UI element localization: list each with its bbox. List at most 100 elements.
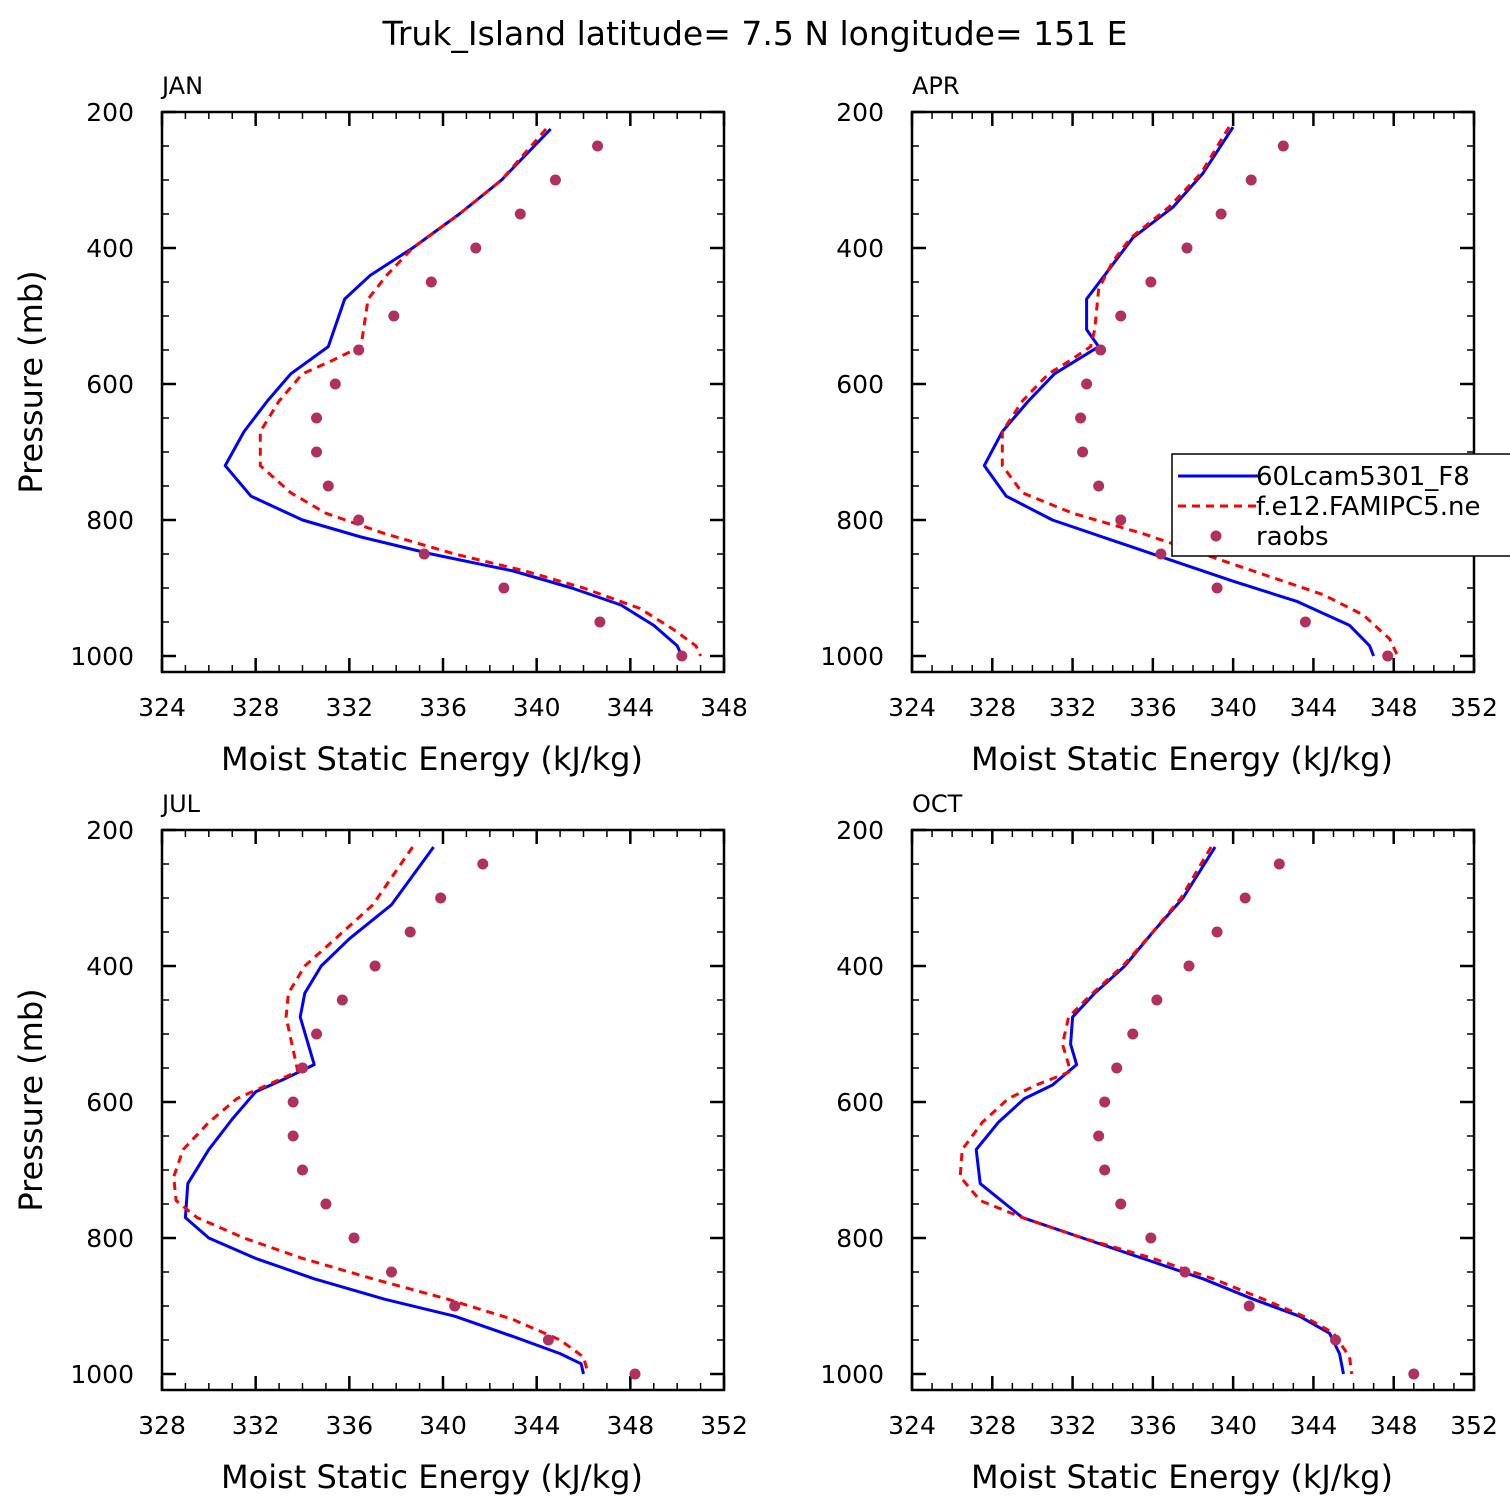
raobs-point <box>1277 140 1289 152</box>
raobs-point <box>1408 1368 1420 1380</box>
x-tick-label: 340 <box>1209 693 1257 722</box>
y-tick-label: 200 <box>86 816 134 845</box>
y-axis-label: Pressure (mb) <box>12 270 50 493</box>
plot-frame <box>910 110 1476 674</box>
raobs-point <box>477 858 489 870</box>
x-tick-label: 348 <box>1370 1411 1418 1440</box>
panel-title: JAN <box>160 72 203 100</box>
panel-title: JUL <box>160 790 201 818</box>
y-tick-label: 400 <box>836 952 884 981</box>
raobs-point <box>449 1300 461 1312</box>
plot-frame <box>160 110 726 674</box>
series-line-model-a <box>974 846 1345 1375</box>
raobs-point <box>287 1130 299 1142</box>
raobs-point <box>1239 892 1251 904</box>
y-tick-label: 600 <box>86 1088 134 1117</box>
panel-title: OCT <box>912 790 963 818</box>
raobs-point <box>1115 310 1127 322</box>
raobs-point <box>336 994 348 1006</box>
raobs-point <box>1145 1232 1157 1244</box>
y-tick-label: 1000 <box>70 1360 134 1389</box>
raobs-point <box>388 310 400 322</box>
raobs-point <box>592 140 604 152</box>
panel-jan: JAN 324 328 332 336 340 344 348 200 400 600 800 1000… <box>12 72 748 778</box>
raobs-point <box>1382 650 1394 662</box>
data-area <box>172 846 641 1380</box>
x-tick-label: 344 <box>606 693 654 722</box>
data-area <box>982 126 1400 662</box>
panel-title: APR <box>912 72 960 100</box>
raobs-point <box>1111 1062 1123 1074</box>
data-area <box>958 846 1420 1380</box>
x-tick-label: 352 <box>1450 693 1498 722</box>
raobs-point <box>1299 616 1311 628</box>
y-tick-label: 600 <box>86 370 134 399</box>
figure-title: Truk_Island latitude= 7.5 N longitude= 1… <box>382 14 1128 53</box>
raobs-point <box>418 548 430 560</box>
x-tick-label: 332 <box>1049 693 1097 722</box>
raobs-point <box>1115 514 1127 526</box>
raobs-point <box>470 242 482 254</box>
plot-frame <box>160 828 726 1392</box>
y-tick-label: 200 <box>836 98 884 127</box>
x-tick-label: 324 <box>888 1411 936 1440</box>
raobs-point <box>329 378 341 390</box>
raobs-point <box>425 276 437 288</box>
x-tick-label: 336 <box>1129 693 1177 722</box>
x-tick-label: 336 <box>325 1411 373 1440</box>
x-tick-label: 344 <box>513 1411 561 1440</box>
raobs-point <box>1155 548 1167 560</box>
x-tick-label: 324 <box>888 693 936 722</box>
x-tick-label: 324 <box>138 693 186 722</box>
x-tick-label: 336 <box>1129 1411 1177 1440</box>
y-axis-label: Pressure (mb) <box>12 988 50 1211</box>
raobs-point <box>353 514 365 526</box>
raobs-point <box>1095 344 1107 356</box>
x-axis-label: Moist Static Energy (kJ/kg) <box>221 740 643 778</box>
x-tick-label: 352 <box>700 1411 748 1440</box>
legend-label: f.e12.FAMIPC5.ne <box>1256 492 1480 522</box>
x-tick-label: 344 <box>1290 693 1338 722</box>
raobs-point <box>1127 1028 1139 1040</box>
x-tick-label: 340 <box>1209 1411 1257 1440</box>
x-tick-label: 328 <box>968 1411 1016 1440</box>
raobs-point <box>594 616 606 628</box>
x-tick-label: 328 <box>138 1411 186 1440</box>
y-tick-label: 400 <box>86 234 134 263</box>
raobs-point <box>385 1266 397 1278</box>
raobs-point <box>435 892 447 904</box>
y-tick-label: 400 <box>836 234 884 263</box>
y-tick-label: 800 <box>836 1224 884 1253</box>
panel-oct: OCT 324 328 332 336 340 344 348 352 200 400 600 800 1… <box>820 790 1497 1496</box>
raobs-point <box>297 1062 308 1074</box>
raobs-point <box>1211 582 1223 594</box>
series-line-model-b <box>172 846 590 1375</box>
raobs-point <box>549 174 561 186</box>
y-tick-label: 200 <box>836 816 884 845</box>
raobs-point <box>514 208 526 220</box>
raobs-point <box>1211 926 1223 938</box>
x-tick-label: 332 <box>325 693 373 722</box>
x-tick-label: 352 <box>1450 1411 1498 1440</box>
y-tick-label: 800 <box>86 506 134 535</box>
x-tick-label: 348 <box>606 1411 654 1440</box>
panels: JAN 324 328 332 336 340 344 348 200 400 600 800 1000… <box>12 72 1498 1496</box>
raobs-point <box>1243 1300 1255 1312</box>
series-line-model-b <box>258 128 702 657</box>
legend-box <box>1171 453 1510 557</box>
y-tick-label: 800 <box>86 1224 134 1253</box>
raobs-point <box>1181 242 1193 254</box>
raobs-point <box>1145 276 1157 288</box>
raobs-point <box>287 1096 299 1108</box>
raobs-point <box>1093 1130 1105 1142</box>
raobs-point <box>629 1368 641 1380</box>
panel-jul: JUL 328 332 336 340 344 348 352 200 400 600 800 1000… <box>12 790 748 1496</box>
raobs-point <box>353 344 365 356</box>
legend-label: raobs <box>1256 522 1329 552</box>
x-axis-label: Moist Static Energy (kJ/kg) <box>971 740 1393 778</box>
legend-marker <box>1210 530 1222 542</box>
y-tick-label: 1000 <box>70 642 134 671</box>
raobs-point <box>311 412 323 424</box>
